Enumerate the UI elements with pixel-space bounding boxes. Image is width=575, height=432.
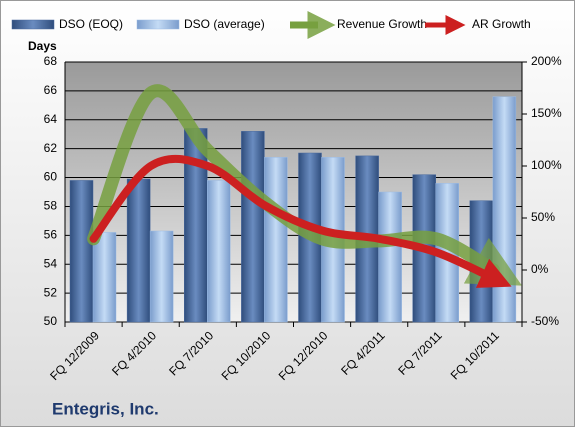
bar (492, 96, 517, 323)
legend-label: Revenue Growth (337, 17, 427, 31)
legend-label: DSO (average) (184, 17, 265, 31)
legend-label: AR Growth (472, 17, 531, 31)
y2-tick-label: 0% (531, 262, 549, 276)
y-tick-label: 54 (44, 256, 58, 270)
bar (241, 131, 265, 323)
bar (207, 180, 231, 323)
y2-tick-label: 100% (531, 158, 562, 172)
y2-tick-label: 50% (531, 210, 555, 224)
bar (378, 191, 402, 323)
chart-title: Entegris, Inc. (52, 399, 159, 418)
y2-tick-label: 150% (531, 106, 562, 120)
y2-tick-label: -50% (531, 314, 559, 328)
y-tick-label: 66 (44, 83, 58, 97)
y-tick-label: 52 (44, 285, 58, 299)
bar (149, 230, 174, 323)
bar (264, 157, 288, 323)
bar (92, 232, 117, 323)
y-tick-label: 60 (44, 170, 58, 184)
y-axis-label: Days (28, 39, 57, 53)
bar (126, 178, 151, 323)
legend-swatch (11, 19, 55, 30)
line (89, 154, 512, 288)
y-tick-label: 50 (44, 314, 58, 328)
y2-tick-label: 200% (531, 54, 562, 68)
bar (69, 180, 94, 323)
y-tick-label: 56 (44, 228, 58, 242)
legend-label: DSO (EOQ) (59, 17, 123, 31)
y-tick-label: 62 (44, 141, 58, 155)
y-tick-label: 58 (44, 199, 58, 213)
legend-swatch (136, 19, 180, 30)
y-tick-label: 68 (44, 54, 58, 68)
y-tick-label: 64 (44, 112, 58, 126)
